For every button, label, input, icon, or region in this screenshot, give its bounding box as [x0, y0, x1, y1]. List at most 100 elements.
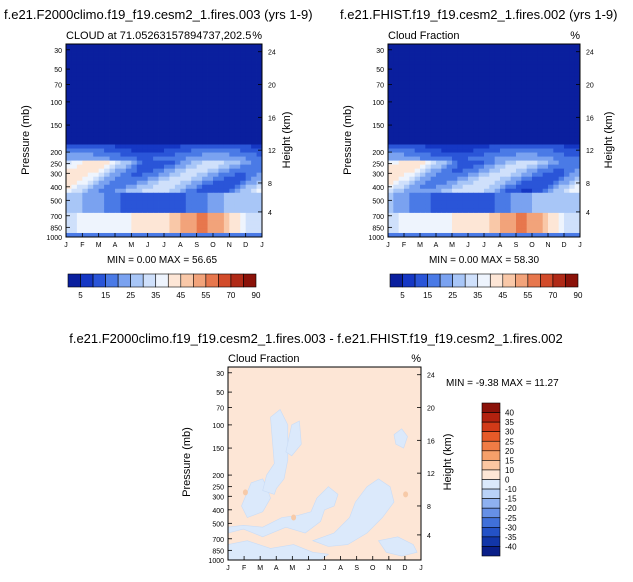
colorbar-swatch	[489, 273, 504, 288]
heatmap-cell	[574, 164, 581, 170]
heatmap-cell	[537, 168, 544, 174]
heatmap-cell	[404, 84, 410, 89]
heatmap-cell	[136, 164, 143, 170]
heatmap-cell	[93, 132, 100, 137]
heatmap-cell	[484, 84, 490, 89]
heatmap-cell	[164, 80, 170, 85]
heatmap-cell	[452, 120, 458, 125]
heatmap-cell	[104, 232, 110, 238]
heatmap-cell	[185, 72, 192, 77]
heatmap-cell	[574, 148, 581, 153]
heatmap-cell	[393, 132, 400, 137]
heatmap-cell	[158, 116, 165, 121]
heatmap-cell	[542, 140, 549, 145]
heatmap-cell	[468, 112, 474, 117]
heatmap-cell	[393, 172, 400, 178]
heatmap-cell	[388, 228, 394, 234]
heatmap-cell	[430, 80, 437, 85]
heatmap-cell	[66, 132, 72, 137]
heatmap-cell	[109, 232, 116, 238]
heatmap-cell	[542, 196, 549, 202]
heatmap-cell	[430, 188, 437, 194]
heatmap-cell	[234, 216, 241, 222]
heatmap-cell	[191, 200, 198, 206]
heatmap-cell	[213, 68, 219, 73]
heatmap-cell	[446, 144, 453, 149]
heatmap-cell	[478, 156, 485, 161]
heatmap-cell	[109, 96, 116, 101]
heatmap-cell	[558, 112, 565, 117]
heatmap-cell	[98, 96, 105, 101]
heatmap-cell	[93, 96, 100, 101]
heatmap-cell	[521, 152, 528, 157]
heatmap-cell	[153, 196, 159, 202]
heatmap-cell	[526, 208, 533, 214]
heatmap-cell	[180, 216, 187, 222]
heatmap-cell	[500, 104, 506, 109]
heatmap-cell	[446, 132, 453, 137]
month-tick-label: J	[578, 242, 582, 249]
heatmap-cell	[87, 128, 94, 133]
heatmap-cell	[82, 140, 89, 145]
heatmap-cell	[109, 144, 116, 149]
heatmap-cell	[229, 64, 236, 69]
heatmap-cell	[441, 100, 448, 105]
heatmap-cell	[125, 180, 132, 186]
heatmap-cell	[120, 216, 127, 222]
heatmap-cell	[71, 192, 78, 198]
heatmap-cell	[98, 172, 105, 178]
heatmap-cell	[425, 112, 432, 117]
heatmap-cell	[420, 192, 426, 198]
heatmap-cell	[409, 156, 416, 161]
heatmap-cell	[548, 212, 554, 218]
heatmap-cell	[115, 200, 121, 206]
heatmap-cell	[196, 200, 203, 206]
heatmap-cell	[158, 120, 165, 125]
heatmap-cell	[98, 216, 105, 222]
panel-cloud-fhist: f.e21.FHIST.f19_f19.cesm2_1.fires.002 (y…	[340, 7, 617, 266]
heatmap-cell	[191, 180, 198, 186]
heatmap-cell	[93, 232, 100, 238]
heatmap-cell	[115, 116, 121, 121]
heatmap-cell	[158, 128, 165, 133]
heatmap-cell	[516, 132, 522, 137]
heatmap-cell	[484, 192, 490, 198]
heatmap-cell	[473, 124, 480, 129]
heatmap-cell	[457, 152, 464, 157]
heatmap-cell	[234, 96, 241, 101]
heatmap-cell	[66, 108, 72, 113]
heatmap-cell	[537, 136, 544, 141]
diff-negative-region	[285, 420, 302, 457]
heatmap-cell	[169, 212, 176, 218]
heatmap-cell	[425, 116, 432, 121]
heatmap-cell	[532, 136, 538, 141]
heatmap-cell	[500, 228, 506, 234]
heatmap-cell	[478, 96, 485, 101]
heatmap-cell	[436, 168, 442, 174]
heatmap-cell	[441, 76, 448, 81]
heatmap-cell	[489, 204, 496, 210]
heatmap-cell	[131, 216, 138, 222]
heatmap-cell	[153, 76, 159, 81]
heatmap-cell	[452, 156, 458, 161]
heatmap-cell	[430, 64, 437, 69]
heatmap-cell	[76, 52, 83, 57]
heatmap-cell	[229, 96, 236, 101]
heatmap-cell	[489, 232, 496, 238]
heatmap-cell	[500, 44, 506, 49]
heatmap-cell	[478, 228, 485, 234]
heatmap-cell	[223, 132, 230, 137]
heatmap-cell	[120, 68, 127, 73]
heatmap-cell	[532, 164, 538, 170]
heatmap-cell	[142, 92, 149, 97]
heatmap-cell	[457, 228, 464, 234]
heatmap-cell	[66, 180, 72, 186]
heatmap-cell	[473, 196, 480, 202]
heatmap-cell	[202, 172, 208, 178]
month-tick-label: J	[386, 242, 390, 249]
heatmap-cell	[136, 68, 143, 73]
heatmap-cell	[564, 184, 570, 190]
heatmap-cell	[398, 108, 405, 113]
heatmap-cell	[164, 152, 170, 157]
heatmap-cell	[223, 92, 230, 97]
